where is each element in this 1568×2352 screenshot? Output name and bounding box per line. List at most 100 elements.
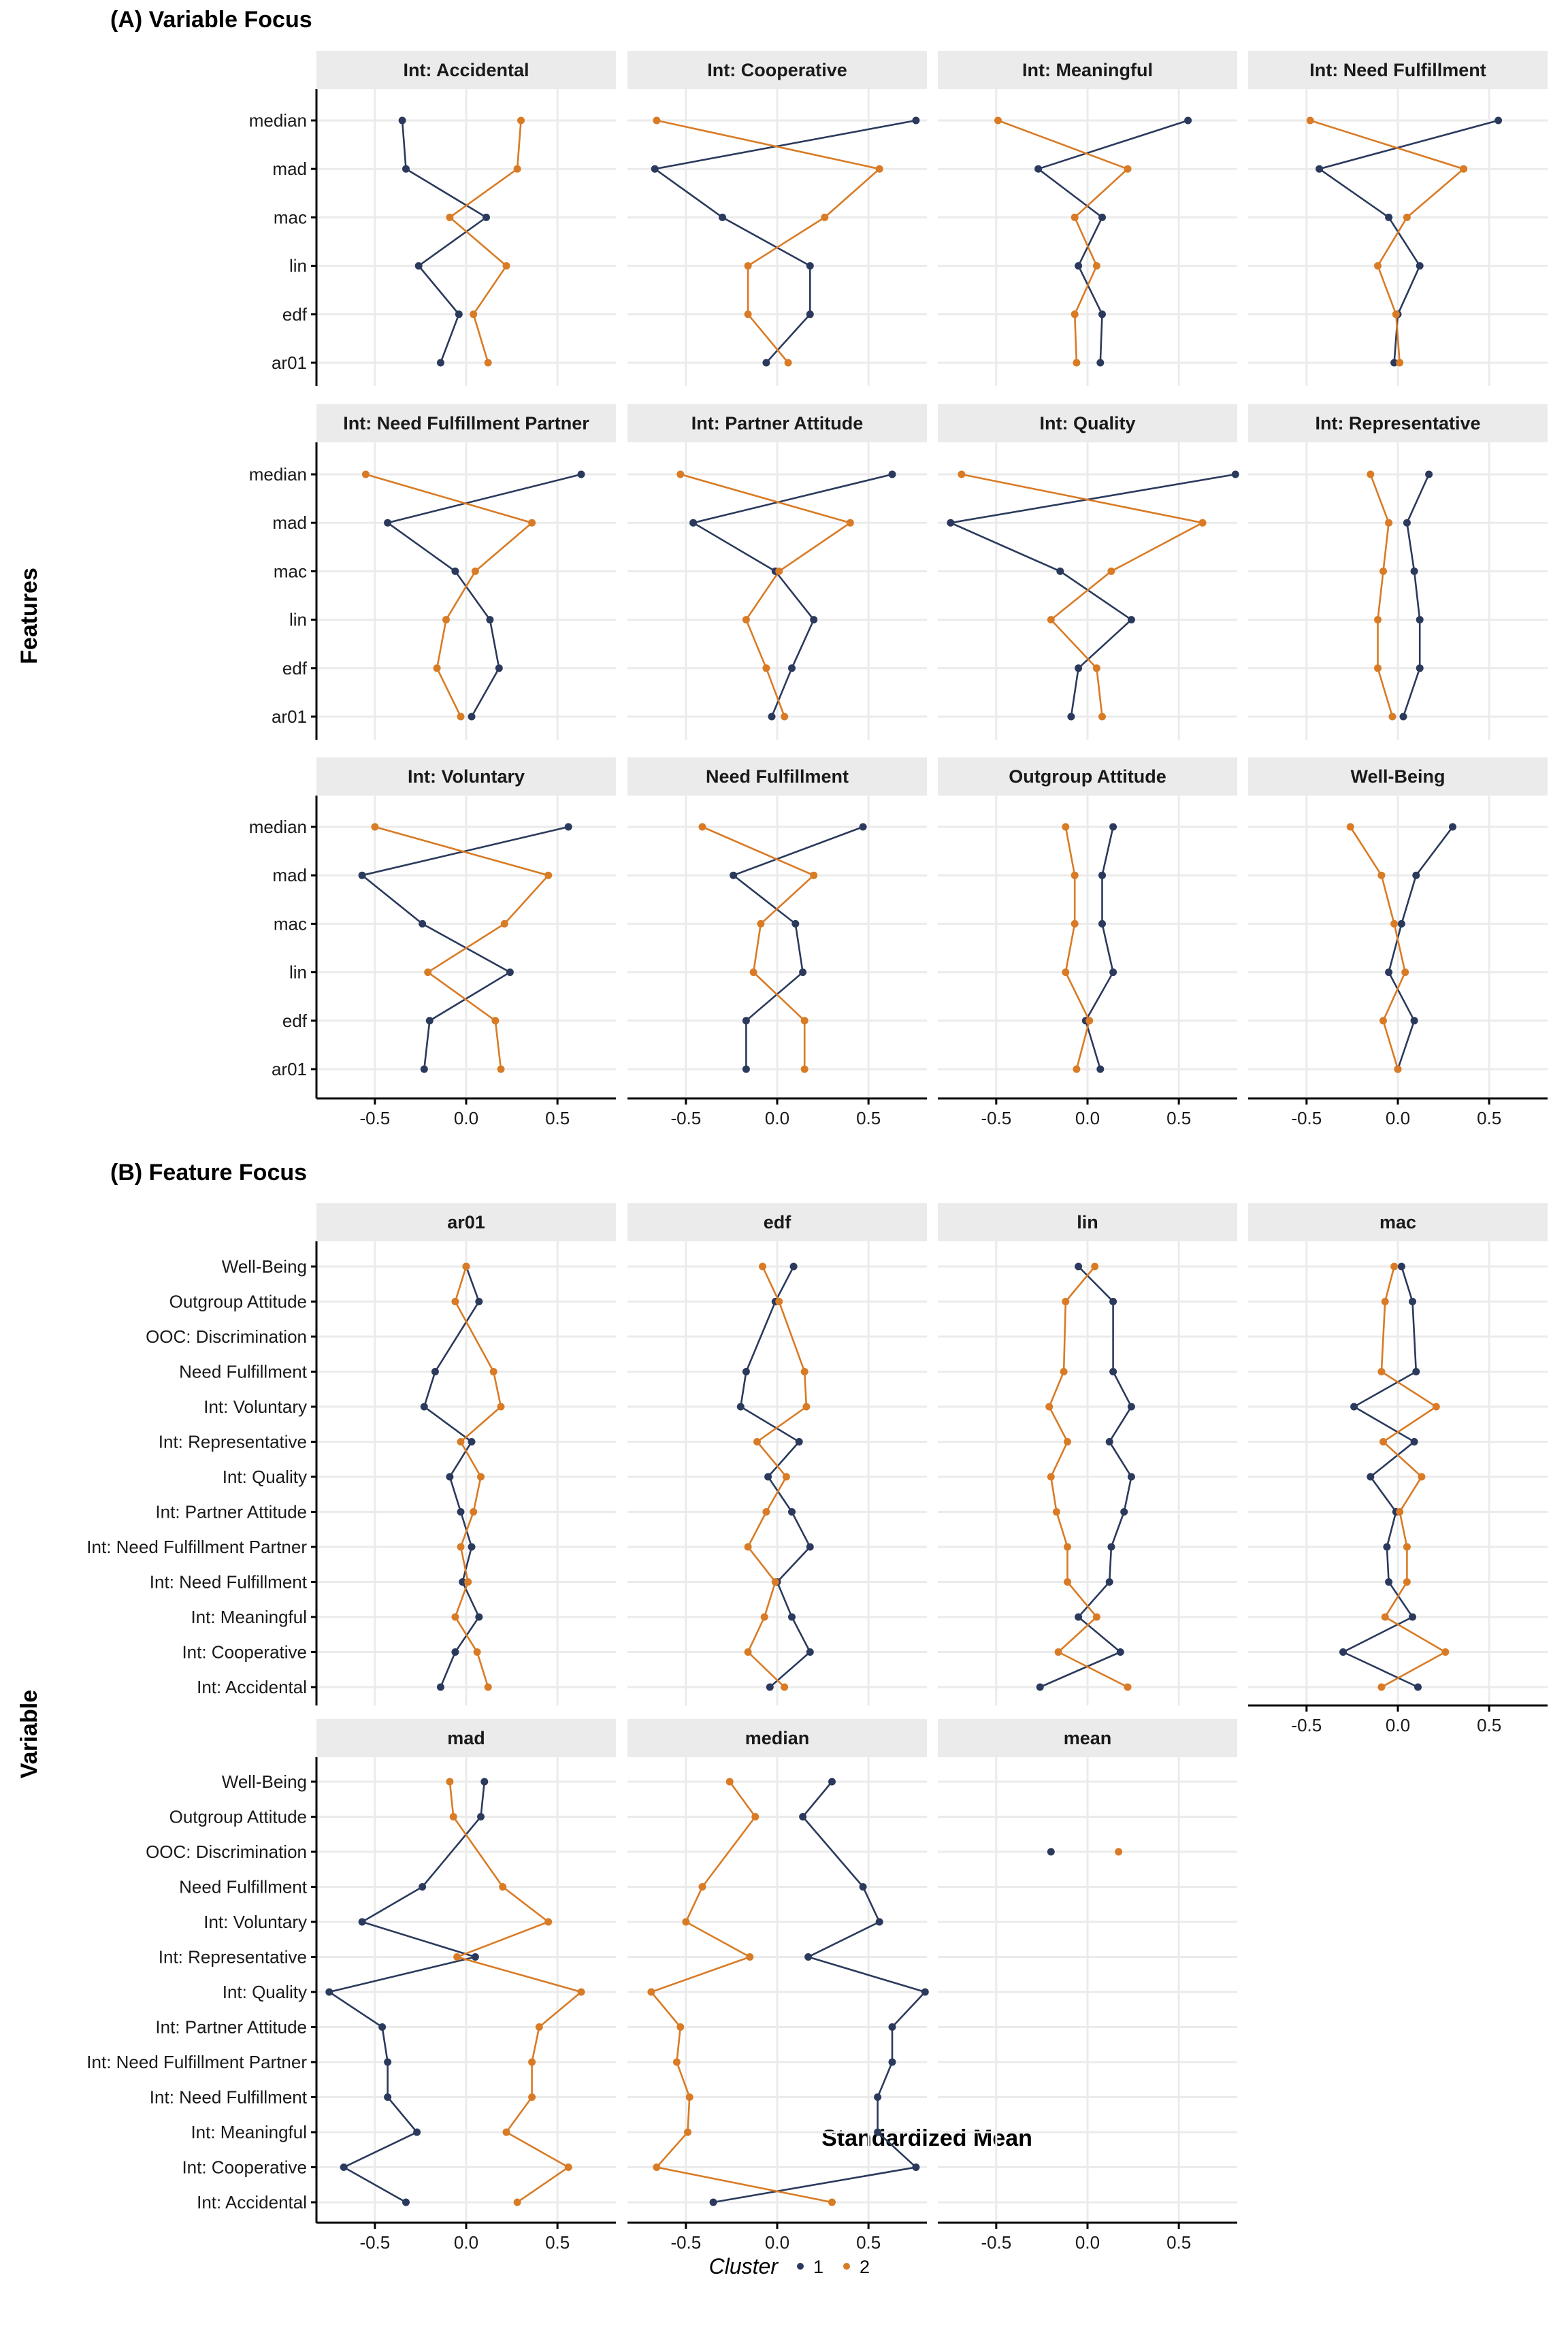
point-b-edf-int-need-fulfillment-partner-cluster-1	[806, 1543, 814, 1551]
x-tick-label-b-mean-1: 0.0	[1075, 2232, 1100, 2253]
legend-title: Cluster	[709, 2254, 779, 2278]
series-line-a-int-cooperative-cluster-2	[656, 119, 881, 363]
point-a-int-representative-lin-cluster-1	[1416, 616, 1424, 624]
point-b-lin-int-voluntary-cluster-2	[1045, 1403, 1054, 1411]
point-b-median-outgroup-attitude-cluster-2	[751, 1813, 760, 1820]
point-b-mac-int-need-fulfillment-cluster-2	[1403, 1578, 1411, 1586]
point-a-int-voluntary-mad-cluster-1	[358, 871, 366, 879]
series-line-a-int-accidental-cluster-2	[448, 120, 522, 363]
series-line-a-int-voluntary-cluster-2	[374, 826, 551, 1070]
x-axis-title: Standardized Mean	[821, 2125, 1032, 2151]
point-b-mac-well-being-cluster-1	[1397, 1262, 1405, 1271]
point-b-mad-outgroup-attitude-cluster-2	[449, 1813, 457, 1820]
point-b-ar01-int-representative-cluster-1	[468, 1438, 476, 1446]
point-b-mac-int-quality-cluster-1	[1367, 1473, 1375, 1481]
series-line-b-ar01-cluster-1	[423, 1266, 480, 1688]
point-a-int-partner-attitude-median-cluster-2	[676, 470, 685, 478]
point-b-ar01-int-quality-cluster-2	[477, 1473, 485, 1481]
point-b-edf-int-cooperative-cluster-2	[744, 1648, 752, 1656]
y-tick-label-b-ar01-int-partner-attitude: Int: Partner Attitude	[155, 1502, 307, 1522]
point-b-median-outgroup-attitude-cluster-1	[799, 1813, 807, 1820]
point-b-lin-int-partner-attitude-cluster-2	[1052, 1508, 1060, 1516]
series-line-a-int-need-fulfillment-partner-cluster-2	[365, 473, 534, 717]
point-b-lin-int-cooperative-cluster-1	[1116, 1648, 1124, 1656]
point-b-lin-int-need-fulfillment-cluster-2	[1064, 1578, 1071, 1586]
point-b-mad-int-need-fulfillment-cluster-2	[528, 2093, 536, 2101]
point-b-mad-need-fulfillment-cluster-2	[499, 1883, 507, 1891]
y-tick-label-b-ar01-int-representative: Int: Representative	[159, 1432, 307, 1452]
point-b-median-int-need-fulfillment-cluster-2	[685, 2093, 693, 2101]
point-b-mad-outgroup-attitude-cluster-1	[477, 1813, 485, 1820]
y-tick-label-a-int-need-fulfillment-partner-edf: edf	[282, 658, 308, 679]
y-tick-label-a-int-accidental-lin: lin	[289, 256, 307, 276]
panel-title-a-int-meaningful: Int: Meaningful	[1022, 60, 1153, 80]
point-b-lin-int-need-fulfillment-partner-cluster-1	[1107, 1543, 1115, 1551]
point-b-lin-need-fulfillment-cluster-2	[1060, 1368, 1068, 1375]
point-a-int-cooperative-lin-cluster-1	[806, 262, 814, 270]
point-b-mad-well-being-cluster-2	[446, 1778, 454, 1786]
y-tick-label-a-int-need-fulfillment-partner-lin: lin	[289, 610, 307, 630]
point-a-outgroup-attitude-mad-cluster-2	[1071, 871, 1079, 879]
panel-strip-b-mad	[316, 1719, 616, 1757]
point-b-mac-int-quality-cluster-2	[1418, 1473, 1426, 1481]
x-tick-label-b-mac-1: 0.0	[1386, 1715, 1410, 1735]
point-a-need-fulfillment-mac-cluster-1	[791, 919, 800, 928]
point-a-int-cooperative-edf-cluster-1	[806, 310, 814, 318]
point-a-int-representative-ar01-cluster-2	[1388, 713, 1396, 721]
x-tick-label-b-mean-2: 0.5	[1166, 2232, 1191, 2253]
point-a-int-need-fulfillment-partner-mad-cluster-2	[528, 519, 536, 527]
point-a-int-quality-mad-cluster-1	[947, 519, 955, 527]
point-a-need-fulfillment-median-cluster-1	[859, 823, 867, 831]
panel-title-a-int-partner-attitude: Int: Partner Attitude	[691, 413, 864, 434]
point-a-int-need-fulfillment-mac-cluster-1	[1385, 213, 1393, 221]
point-b-ar01-int-representative-cluster-2	[457, 1438, 465, 1446]
point-a-int-need-fulfillment-partner-ar01-cluster-1	[468, 713, 476, 721]
point-b-lin-outgroup-attitude-cluster-1	[1109, 1298, 1117, 1305]
x-tick-label-a-int-voluntary-2: 0.5	[545, 1108, 570, 1128]
panel-strip-a-int-accidental	[316, 51, 616, 89]
point-a-int-quality-mac-cluster-2	[1107, 567, 1115, 575]
point-b-ar01-outgroup-attitude-cluster-1	[475, 1298, 483, 1305]
point-a-well-being-lin-cluster-1	[1385, 968, 1393, 977]
point-b-mac-int-need-fulfillment-partner-cluster-1	[1383, 1543, 1391, 1551]
point-b-mad-int-need-fulfillment-cluster-1	[384, 2093, 392, 2101]
series-line-b-edf-cluster-1	[739, 1266, 811, 1688]
panel-title-b-edf: edf	[764, 1212, 792, 1232]
panel-title-b-median: median	[745, 1728, 810, 1748]
point-a-int-need-fulfillment-partner-median-cluster-1	[577, 470, 585, 478]
point-b-median-int-partner-attitude-cluster-2	[676, 2023, 685, 2031]
point-b-median-int-meaningful-cluster-1	[874, 2128, 882, 2136]
point-b-mac-need-fulfillment-cluster-2	[1377, 1368, 1386, 1375]
panel-title-b-mean: mean	[1064, 1728, 1112, 1748]
point-b-lin-well-being-cluster-2	[1091, 1262, 1099, 1271]
point-a-int-accidental-ar01-cluster-2	[484, 359, 492, 367]
point-a-int-representative-mad-cluster-1	[1403, 519, 1411, 527]
x-tick-label-b-mac-0: -0.5	[1291, 1715, 1322, 1735]
point-b-median-int-need-fulfillment-partner-cluster-2	[672, 2058, 681, 2066]
point-a-int-voluntary-ar01-cluster-2	[497, 1065, 505, 1073]
y-tick-label-a-int-voluntary-edf: edf	[282, 1011, 308, 1031]
point-b-ar01-int-meaningful-cluster-2	[451, 1613, 459, 1621]
legend-marker-cluster-1	[797, 2263, 804, 2270]
x-tick-label-b-median-2: 0.5	[856, 2232, 881, 2253]
point-a-need-fulfillment-edf-cluster-1	[742, 1017, 750, 1025]
point-b-ar01-need-fulfillment-cluster-1	[431, 1368, 439, 1375]
point-a-int-meaningful-mac-cluster-1	[1098, 213, 1106, 221]
point-b-median-well-being-cluster-1	[828, 1778, 836, 1786]
point-b-lin-outgroup-attitude-cluster-2	[1062, 1298, 1070, 1305]
point-a-outgroup-attitude-median-cluster-2	[1062, 823, 1070, 831]
series-line-a-int-meaningful-cluster-2	[998, 119, 1130, 363]
point-b-lin-int-representative-cluster-2	[1064, 1438, 1071, 1446]
panel-title-a-int-need-fulfillment: Int: Need Fulfillment	[1309, 60, 1486, 80]
point-b-mad-int-need-fulfillment-partner-cluster-2	[528, 2058, 536, 2066]
section-b-title: (B) Feature Focus	[110, 1160, 307, 1186]
x-tick-label-a-need-fulfillment-1: 0.0	[765, 1108, 789, 1128]
panel-title-b-ar01: ar01	[447, 1212, 485, 1232]
point-a-well-being-median-cluster-1	[1449, 823, 1456, 831]
point-a-int-cooperative-median-cluster-1	[912, 116, 920, 125]
y-tick-label-a-int-need-fulfillment-partner-mac: mac	[274, 561, 307, 581]
series-line-a-int-representative-cluster-1	[1402, 474, 1430, 717]
point-b-ar01-int-quality-cluster-1	[446, 1473, 454, 1481]
panel-title-a-int-cooperative: Int: Cooperative	[707, 60, 847, 80]
point-a-int-accidental-edf-cluster-2	[470, 310, 478, 318]
